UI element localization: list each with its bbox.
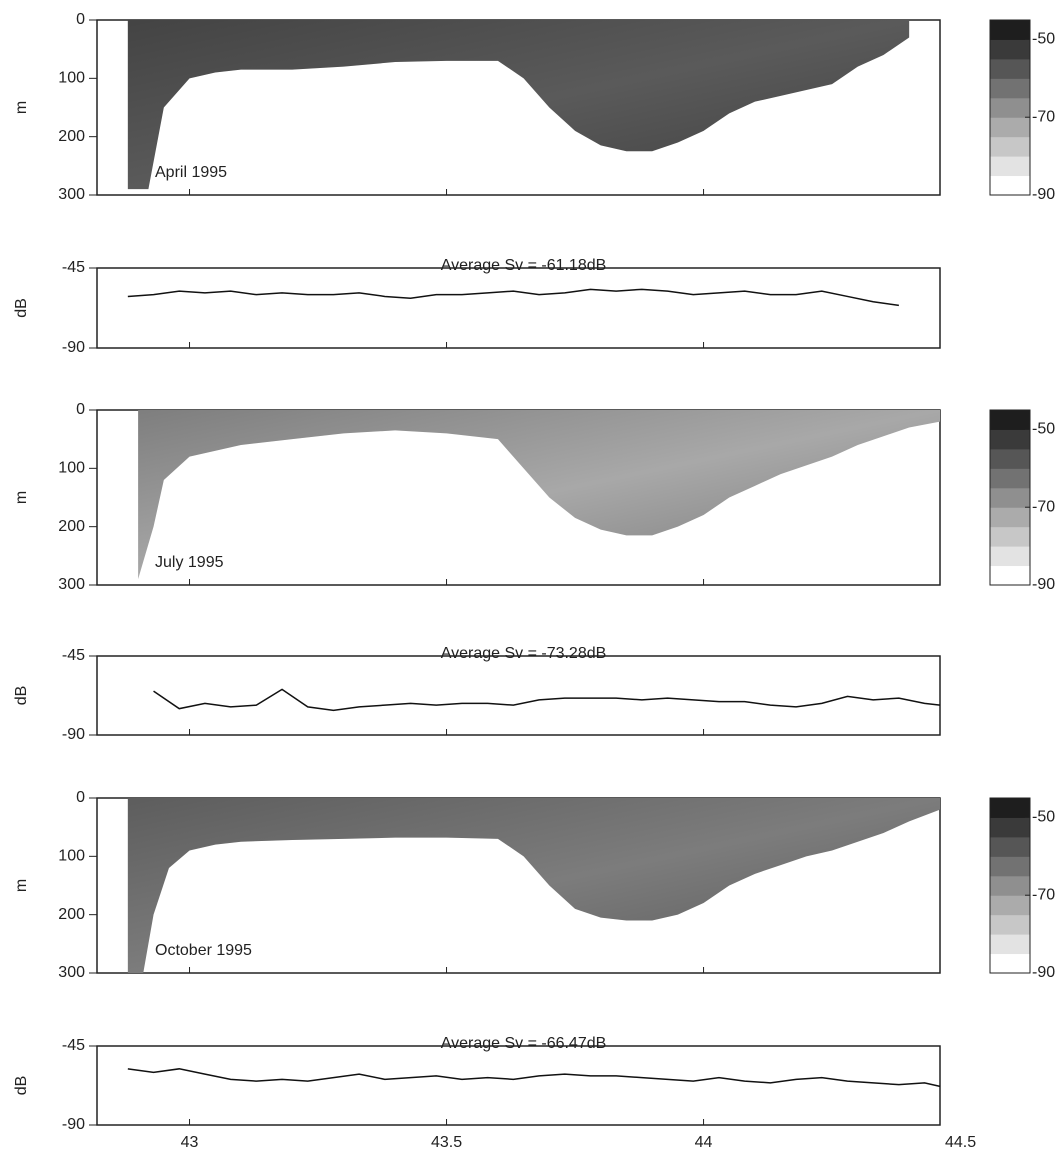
panel-title: Average Sv = -73.28dB bbox=[441, 645, 607, 662]
colorbar-band bbox=[990, 798, 1030, 818]
colorbar-band bbox=[990, 487, 1030, 508]
y-tick-label: 300 bbox=[58, 964, 85, 981]
x-tick-label: 44 bbox=[695, 1134, 713, 1151]
colorbar-band bbox=[990, 20, 1030, 40]
y-tick-label: 0 bbox=[76, 11, 85, 28]
colorbar-tick-label: -50 bbox=[1032, 31, 1055, 48]
colorbar-tick-label: -70 bbox=[1032, 498, 1055, 515]
y-tick-label: -90 bbox=[62, 339, 85, 356]
colorbar-tick-label: -50 bbox=[1032, 809, 1055, 826]
colorbar-band bbox=[990, 468, 1030, 489]
colorbar-band bbox=[990, 410, 1030, 430]
colorbar-band bbox=[990, 507, 1030, 528]
y-axis-label: dB bbox=[13, 686, 30, 706]
colorbar-band bbox=[990, 136, 1030, 157]
colorbar-band bbox=[990, 39, 1030, 60]
echogram-shade bbox=[127, 20, 910, 190]
plot-frame bbox=[96, 1045, 941, 1126]
colorbar-band bbox=[990, 58, 1030, 79]
colorbar-band bbox=[990, 78, 1030, 99]
echogram-shade bbox=[127, 798, 941, 973]
y-tick-label: 300 bbox=[58, 186, 85, 203]
y-tick-label: -90 bbox=[62, 726, 85, 743]
colorbar-band bbox=[990, 526, 1030, 547]
sv-line bbox=[153, 688, 941, 712]
colorbar-tick-label: -90 bbox=[1032, 576, 1055, 593]
colorbar-tick-label: -70 bbox=[1032, 108, 1055, 125]
colorbar-band bbox=[990, 546, 1030, 567]
colorbar-band bbox=[990, 565, 1030, 586]
y-tick-label: -45 bbox=[62, 1037, 85, 1054]
y-tick-label: 0 bbox=[76, 789, 85, 806]
x-tick-label: 43 bbox=[181, 1134, 199, 1151]
plot-frame bbox=[96, 267, 941, 349]
colorbar-tick-label: -90 bbox=[1032, 964, 1055, 981]
sv-line bbox=[127, 288, 899, 307]
y-axis-label: m bbox=[13, 101, 30, 114]
sv-line bbox=[127, 1068, 941, 1088]
colorbar-band bbox=[990, 934, 1030, 955]
y-tick-label: 300 bbox=[58, 576, 85, 593]
colorbar-tick-label: -70 bbox=[1032, 886, 1055, 903]
panel-label: April 1995 bbox=[155, 164, 227, 181]
colorbar-band bbox=[990, 97, 1030, 118]
colorbar-band bbox=[990, 175, 1030, 196]
y-tick-label: 0 bbox=[76, 401, 85, 418]
colorbar-band bbox=[990, 875, 1030, 896]
panel-label: October 1995 bbox=[155, 942, 252, 959]
colorbar-band bbox=[990, 953, 1030, 974]
y-tick-label: -45 bbox=[62, 259, 85, 276]
y-tick-label: 100 bbox=[58, 460, 85, 477]
y-tick-label: 100 bbox=[58, 848, 85, 865]
colorbar-tick-label: -50 bbox=[1032, 421, 1055, 438]
echogram-shade bbox=[138, 410, 940, 580]
colorbar-band bbox=[990, 429, 1030, 450]
plot-frame bbox=[96, 655, 941, 736]
colorbar-frame bbox=[989, 409, 1031, 586]
y-tick-label: 100 bbox=[58, 70, 85, 87]
y-axis-label: m bbox=[13, 879, 30, 892]
y-tick-label: -45 bbox=[62, 647, 85, 664]
y-tick-label: 200 bbox=[58, 128, 85, 145]
colorbar-band bbox=[990, 856, 1030, 877]
panel-label: July 1995 bbox=[155, 554, 224, 571]
panel-title: Average Sv = -61.18dB bbox=[441, 257, 607, 274]
colorbar-band bbox=[990, 448, 1030, 469]
colorbar-band bbox=[990, 836, 1030, 857]
y-axis-label: m bbox=[13, 491, 30, 504]
colorbar-frame bbox=[989, 797, 1031, 974]
y-axis-label: dB bbox=[13, 1076, 30, 1096]
y-tick-label: 200 bbox=[58, 906, 85, 923]
colorbar-band bbox=[990, 914, 1030, 935]
y-axis-label: dB bbox=[13, 298, 30, 318]
panel-title: Average Sv = -66.47dB bbox=[441, 1035, 607, 1052]
colorbar-band bbox=[990, 817, 1030, 838]
x-tick-label: 43.5 bbox=[431, 1134, 462, 1151]
colorbar-tick-label: -90 bbox=[1032, 186, 1055, 203]
colorbar-band bbox=[990, 156, 1030, 177]
colorbar-frame bbox=[989, 19, 1031, 196]
colorbar-band bbox=[990, 895, 1030, 916]
y-tick-label: -90 bbox=[62, 1116, 85, 1133]
x-tick-label: 44.5 bbox=[945, 1134, 976, 1151]
colorbar-band bbox=[990, 117, 1030, 138]
y-tick-label: 200 bbox=[58, 518, 85, 535]
